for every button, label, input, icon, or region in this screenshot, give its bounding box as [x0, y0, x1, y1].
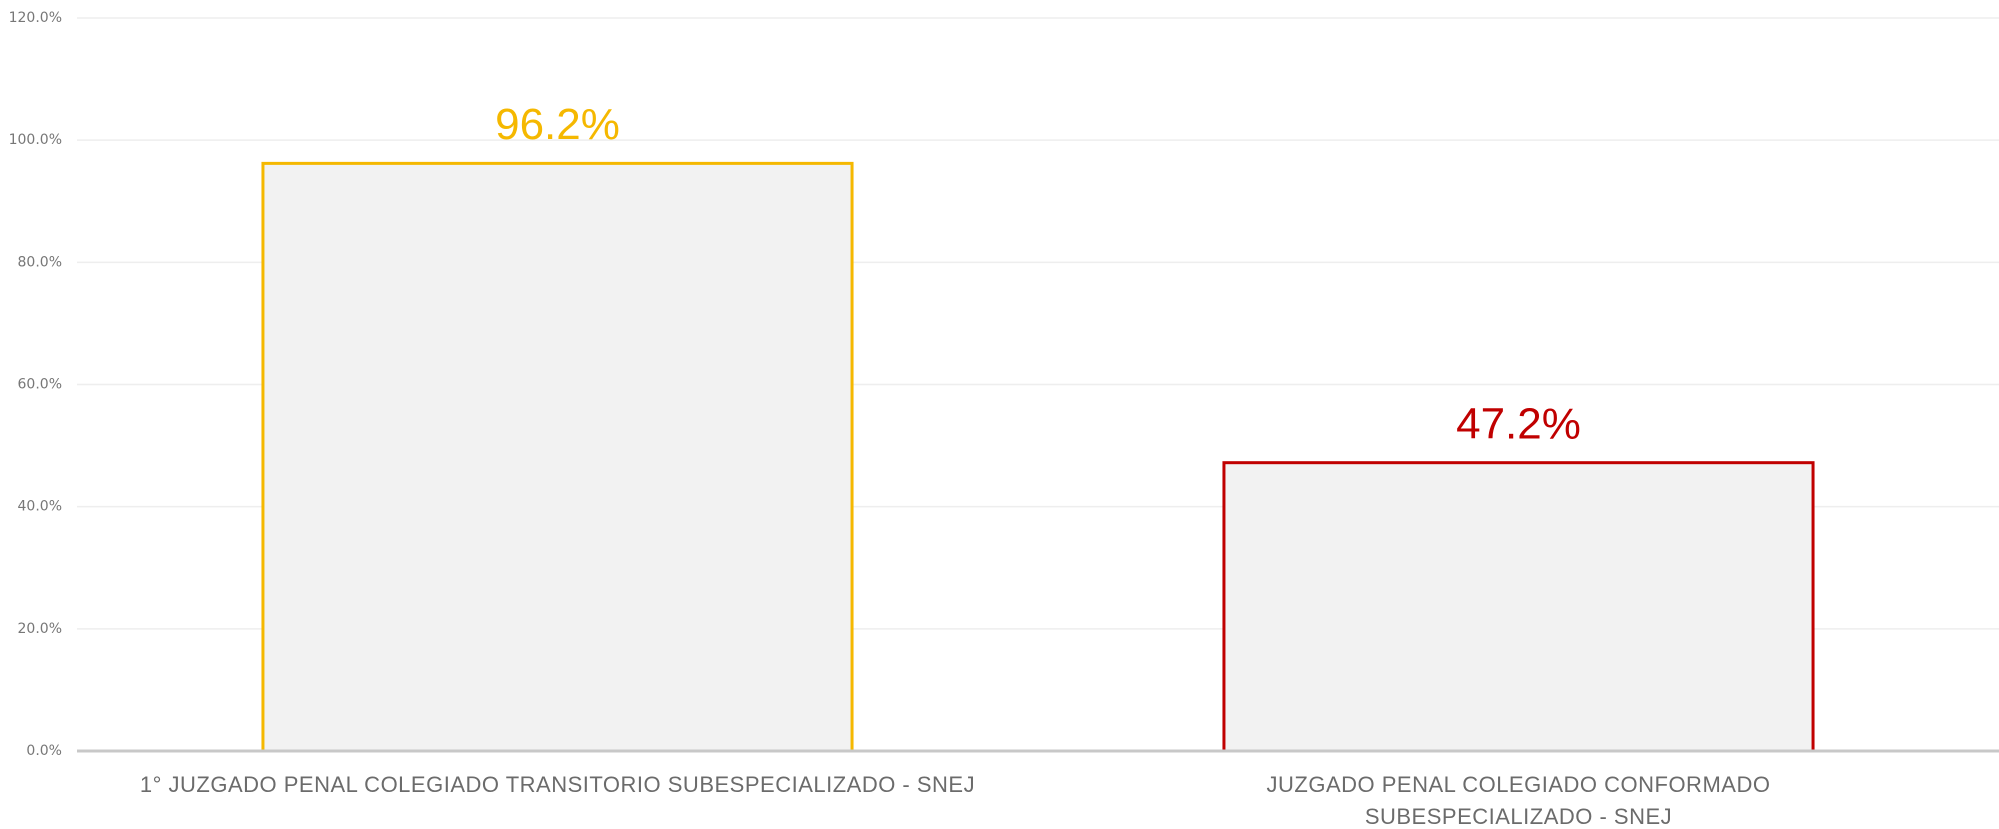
y-tick-label: 120.0% — [9, 10, 62, 26]
x-tick-label: 1° JUZGADO PENAL COLEGIADO TRANSITORIO S… — [139, 772, 976, 797]
bar — [1222, 461, 1815, 753]
value-label: 96.2% — [495, 100, 620, 149]
y-tick-label: 40.0% — [18, 499, 62, 515]
y-tick-label: 80.0% — [18, 254, 62, 270]
value-label: 47.2% — [1456, 399, 1581, 448]
y-tick-label: 60.0% — [18, 377, 62, 393]
bar — [261, 161, 854, 753]
y-tick-label: 20.0% — [18, 621, 62, 637]
y-tick-label: 0.0% — [26, 743, 62, 759]
x-tick-label: JUZGADO PENAL COLEGIADO CONFORMADO SUBES… — [1266, 772, 1771, 829]
y-tick-label: 100.0% — [9, 132, 62, 148]
